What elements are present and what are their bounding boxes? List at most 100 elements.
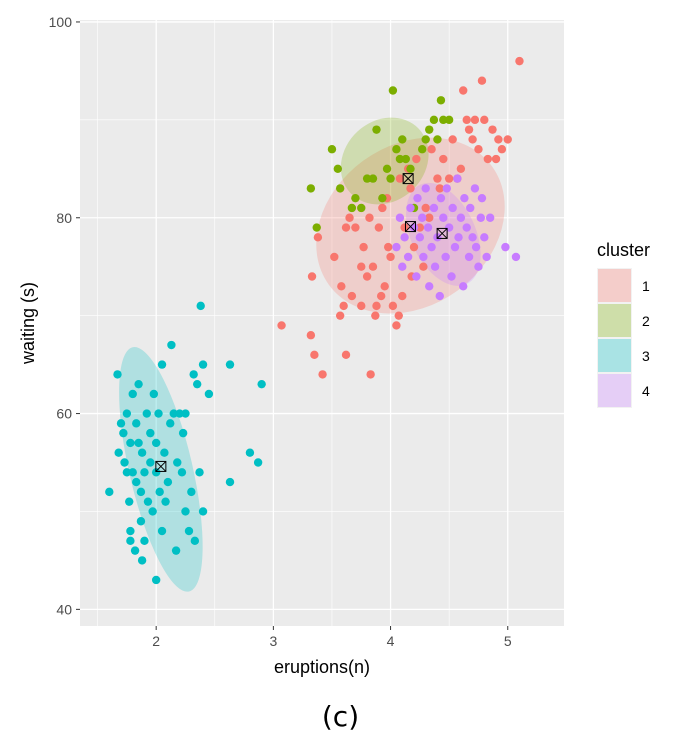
point-cluster-4 xyxy=(477,193,487,203)
point-cluster-4 xyxy=(448,203,457,213)
point-cluster-4 xyxy=(395,213,405,222)
cluster-ellipse-3 xyxy=(119,347,203,592)
x-tick-label: 5 xyxy=(504,633,512,649)
point-cluster-4 xyxy=(468,233,477,242)
point-cluster-2 xyxy=(362,174,372,183)
point-cluster-4 xyxy=(421,184,430,193)
y-axis-title: waiting (s) xyxy=(18,282,38,365)
point-cluster-1 xyxy=(306,331,316,340)
y-tick-label: 100 xyxy=(49,14,73,30)
point-cluster-3 xyxy=(134,438,143,448)
point-cluster-3 xyxy=(178,428,188,438)
figure-caption: (c) xyxy=(321,700,360,733)
point-cluster-1 xyxy=(406,184,415,193)
point-cluster-4 xyxy=(444,223,454,232)
point-cluster-1 xyxy=(515,56,524,66)
point-cluster-1 xyxy=(419,262,428,271)
centroid-cluster-2 xyxy=(402,173,414,185)
point-cluster-3 xyxy=(128,389,137,399)
point-cluster-3 xyxy=(190,536,200,546)
point-cluster-3 xyxy=(136,517,146,526)
centroid-box xyxy=(436,227,448,239)
point-cluster-4 xyxy=(476,213,485,222)
point-cluster-3 xyxy=(126,438,135,448)
point-cluster-3 xyxy=(122,409,132,418)
point-cluster-3 xyxy=(137,448,147,457)
point-cluster-2 xyxy=(312,223,321,232)
point-cluster-4 xyxy=(419,252,428,262)
point-cluster-3 xyxy=(161,497,170,506)
point-cluster-3 xyxy=(163,477,173,487)
point-cluster-3 xyxy=(134,379,143,389)
point-cluster-2 xyxy=(378,193,387,203)
point-cluster-3 xyxy=(225,477,235,487)
point-cluster-3 xyxy=(143,497,153,506)
point-cluster-3 xyxy=(119,428,128,438)
point-cluster-2 xyxy=(357,203,366,213)
point-cluster-1 xyxy=(313,233,323,242)
point-cluster-2 xyxy=(439,115,448,125)
point-cluster-3 xyxy=(257,379,266,389)
point-cluster-1 xyxy=(362,272,372,281)
point-cluster-1 xyxy=(318,370,327,379)
point-cluster-1 xyxy=(371,311,380,320)
point-cluster-3 xyxy=(198,360,208,369)
point-cluster-1 xyxy=(483,154,493,164)
point-cluster-4 xyxy=(462,223,471,232)
point-cluster-2 xyxy=(406,164,415,174)
scatter-chart: 2 3 4 5 40 60 80 100 eruptions(n) waiting (s) c… xyxy=(18,14,650,677)
point-cluster-3 xyxy=(177,468,187,477)
point-cluster-3 xyxy=(157,526,167,536)
grid-major xyxy=(80,20,564,626)
point-cluster-1 xyxy=(384,242,393,252)
point-cluster-1 xyxy=(477,76,487,85)
point-cluster-1 xyxy=(488,125,497,134)
point-cluster-2 xyxy=(382,164,392,174)
y-tick-label: 40 xyxy=(56,601,72,617)
point-cluster-1 xyxy=(359,242,368,252)
point-cluster-1 xyxy=(330,252,339,262)
point-cluster-1 xyxy=(277,321,286,330)
point-cluster-1 xyxy=(456,164,466,174)
point-cluster-4 xyxy=(423,223,433,232)
legend-key-bg xyxy=(597,268,632,303)
centroid-cluster-1 xyxy=(404,221,416,233)
point-cluster-4 xyxy=(459,282,468,291)
legend-key-bg xyxy=(597,373,632,408)
point-cluster-1 xyxy=(374,223,384,232)
centroid-box xyxy=(402,173,414,185)
point-cluster-3 xyxy=(204,389,214,399)
point-cluster-3 xyxy=(128,468,137,477)
point-cluster-1 xyxy=(394,311,403,320)
centroid-cross-b xyxy=(436,228,448,239)
point-cluster-1 xyxy=(503,135,512,144)
point-cluster-2 xyxy=(401,154,410,164)
point-cluster-3 xyxy=(195,468,204,477)
point-cluster-4 xyxy=(392,242,401,252)
point-cluster-1 xyxy=(378,203,387,213)
point-cluster-1 xyxy=(494,135,503,144)
point-cluster-3 xyxy=(114,448,123,457)
point-cluster-4 xyxy=(400,233,409,242)
point-cluster-4 xyxy=(429,203,439,213)
point-cluster-3 xyxy=(245,448,255,457)
point-cluster-3 xyxy=(155,487,164,497)
point-cluster-1 xyxy=(347,291,357,301)
point-cluster-3 xyxy=(132,477,141,487)
point-cluster-1 xyxy=(468,135,477,144)
point-cluster-1 xyxy=(395,174,405,183)
point-cluster-4 xyxy=(464,252,474,262)
point-cluster-3 xyxy=(171,546,181,555)
point-cluster-1 xyxy=(464,125,474,134)
point-cluster-3 xyxy=(140,468,149,477)
point-cluster-1 xyxy=(415,223,425,232)
point-cluster-1 xyxy=(425,213,434,222)
point-cluster-3 xyxy=(187,487,196,497)
point-cluster-3 xyxy=(149,389,159,399)
cluster-centroids xyxy=(155,173,448,472)
point-cluster-1 xyxy=(345,213,354,222)
point-cluster-1 xyxy=(427,145,436,154)
point-cluster-1 xyxy=(380,282,389,291)
legend-key-4 xyxy=(598,374,631,407)
point-cluster-3 xyxy=(173,458,182,467)
